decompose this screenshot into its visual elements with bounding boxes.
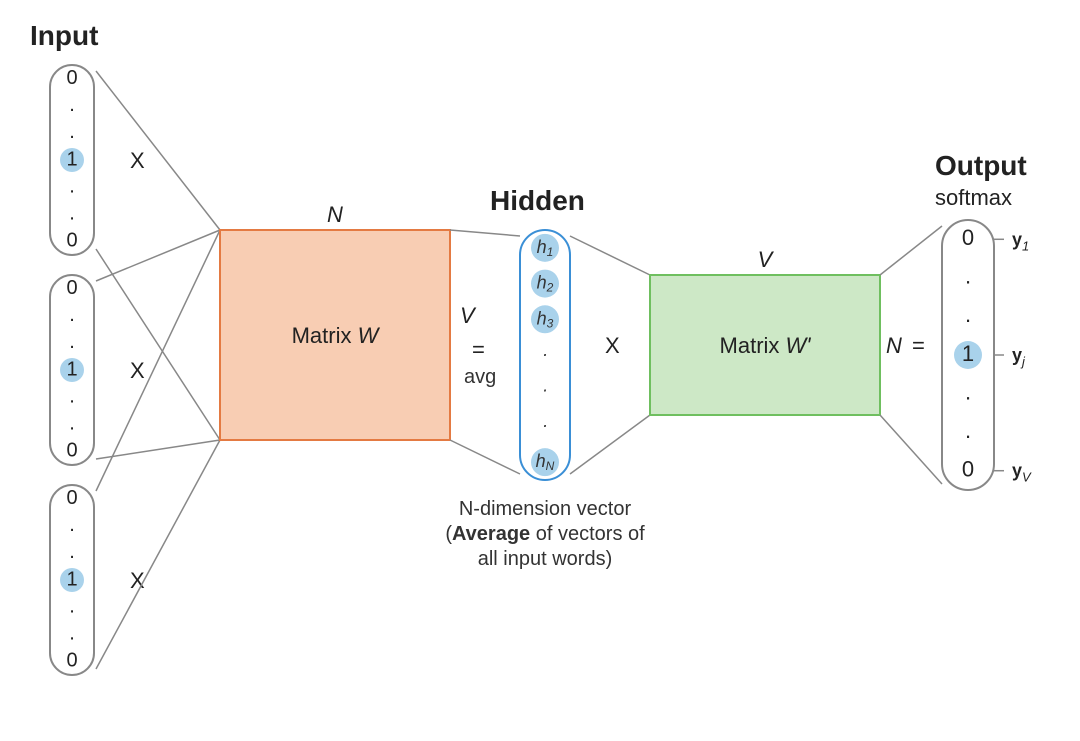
hidden-caption-3: all input words) (478, 548, 613, 570)
matrix-w-top-dim: N (327, 202, 343, 227)
svg-text:.: . (69, 175, 75, 197)
svg-text:.: . (69, 94, 75, 116)
output-y-label-0: y1 (1012, 229, 1029, 253)
input-vector-1: 0.. 1.. 0 (50, 275, 94, 465)
matrix-w2-label: Matrix W' (720, 333, 812, 358)
svg-text:.: . (69, 121, 75, 143)
svg-text:1: 1 (962, 341, 974, 366)
svg-text:0: 0 (66, 277, 77, 299)
hidden-vector: h1h2h3···hN (520, 230, 570, 480)
svg-text:·: · (542, 415, 548, 435)
svg-text:.: . (69, 304, 75, 326)
matrix-w2-right-dim: N (886, 333, 902, 358)
svg-text:.: . (69, 203, 75, 225)
output-y-label-1: yj (1012, 345, 1026, 369)
diagram: InputHiddenOutputsoftmax0..1..00..1..00.… (0, 0, 1080, 741)
mult-symbol-input-0: X (130, 148, 145, 173)
svg-text:.: . (965, 379, 971, 404)
output-label: Output (935, 150, 1027, 181)
svg-text:0: 0 (66, 650, 77, 672)
hidden-caption-1: N-dimension vector (459, 498, 632, 520)
hidden-caption-2: (Average of vectors of (445, 523, 645, 545)
input-label: Input (30, 20, 98, 51)
equals-avg-eq: = (472, 337, 485, 362)
softmax-label: softmax (935, 185, 1012, 210)
svg-text:.: . (69, 541, 75, 563)
output-y-label-2: yV (1012, 461, 1032, 485)
svg-text:0: 0 (66, 487, 77, 509)
mult-symbol-hidden: X (605, 333, 620, 358)
svg-text:1: 1 (66, 358, 77, 380)
svg-text:.: . (69, 595, 75, 617)
hidden-label: Hidden (490, 185, 585, 216)
svg-text:1: 1 (66, 568, 77, 590)
svg-text:0: 0 (962, 225, 974, 250)
svg-text:.: . (69, 331, 75, 353)
svg-text:0: 0 (962, 457, 974, 482)
svg-text:.: . (69, 623, 75, 645)
svg-text:·: · (542, 379, 548, 399)
svg-text:.: . (965, 418, 971, 443)
input-vector-0: 0.. 1.. 0 (50, 65, 94, 255)
svg-text:0: 0 (66, 440, 77, 462)
svg-text:0: 0 (66, 67, 77, 89)
input-vector-2: 0.. 1.. 0 (50, 485, 94, 675)
svg-text:.: . (69, 514, 75, 536)
svg-text:1: 1 (66, 148, 77, 170)
output-vector: 0.. 1.. 0 (942, 220, 1004, 490)
svg-text:.: . (965, 264, 971, 289)
matrix-w2-top-dim: V (758, 247, 775, 272)
mult-symbol-input-2: X (130, 568, 145, 593)
svg-text:·: · (542, 344, 548, 364)
equals-avg-label: avg (464, 366, 496, 388)
svg-text:.: . (69, 385, 75, 407)
matrix-w-label: Matrix W (292, 323, 381, 348)
svg-text:.: . (965, 302, 971, 327)
mult-symbol-input-1: X (130, 358, 145, 383)
svg-text:.: . (69, 413, 75, 435)
svg-text:0: 0 (66, 230, 77, 252)
equals-output: = (912, 333, 925, 358)
matrix-w-right-dim: V (460, 303, 477, 328)
